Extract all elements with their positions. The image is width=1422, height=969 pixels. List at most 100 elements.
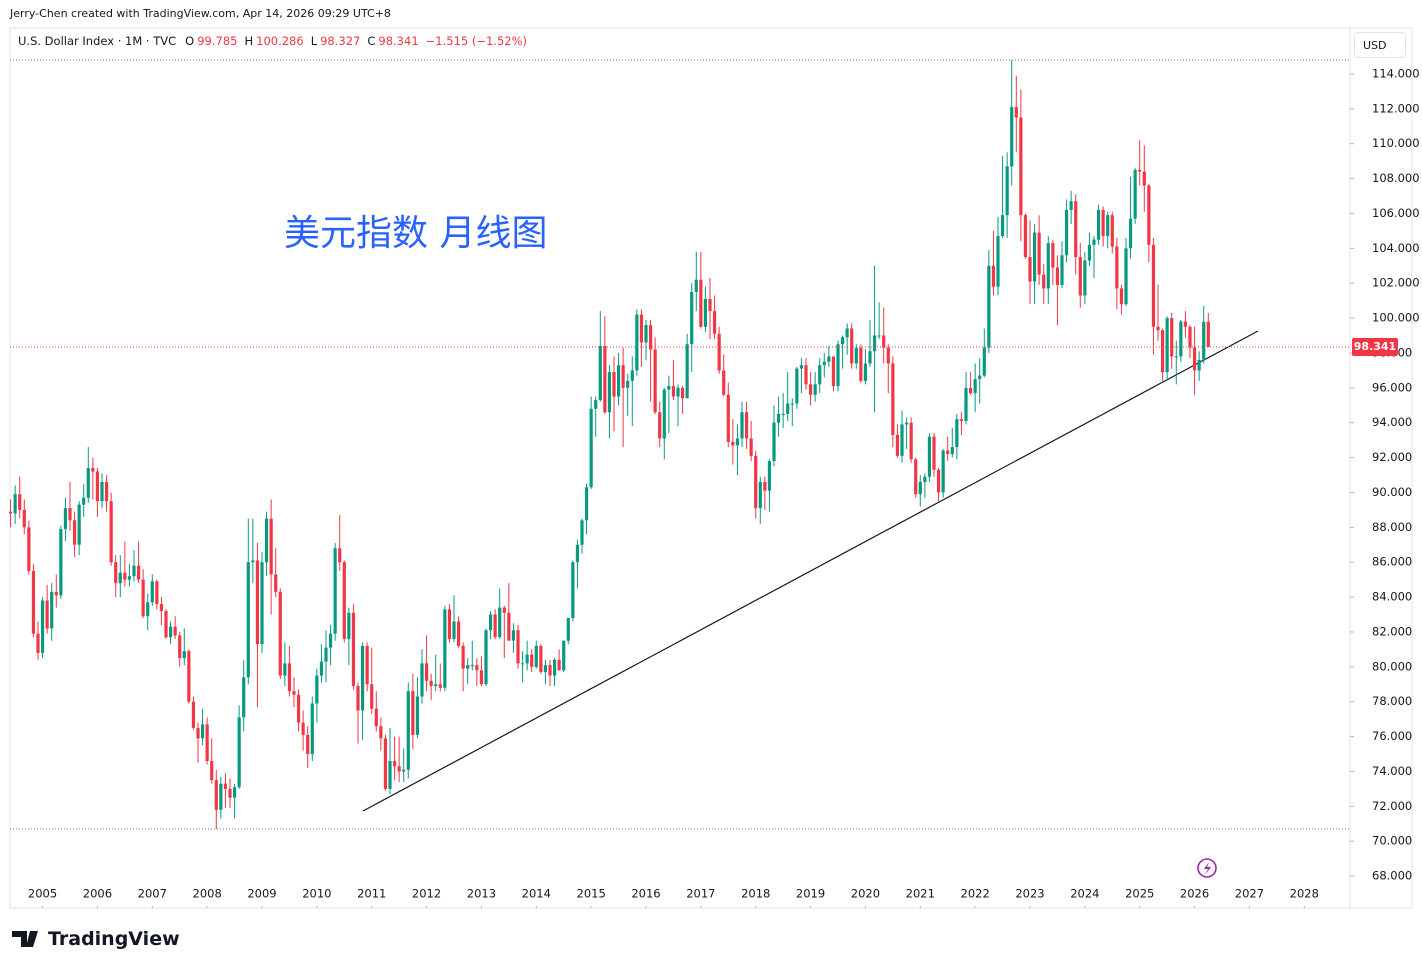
candle-body — [1206, 321, 1210, 348]
currency-button[interactable]: USD — [1354, 32, 1406, 58]
candle-body — [1083, 260, 1087, 296]
candle-body — [630, 370, 634, 381]
candle-body — [1037, 232, 1041, 275]
candle-body — [658, 412, 662, 439]
candle-body — [8, 511, 13, 514]
candle-body — [1124, 248, 1128, 305]
candle-body — [653, 349, 657, 413]
candle-body — [959, 419, 964, 421]
candle-body — [27, 527, 31, 571]
candle-body — [795, 368, 799, 404]
y-tick-label: 74.000 — [1372, 764, 1412, 778]
candle-body — [374, 708, 378, 727]
annotation: 美元指数 月线图 — [284, 213, 547, 254]
candle-body — [749, 438, 753, 456]
candle-body — [287, 663, 292, 692]
candle-body — [91, 468, 95, 472]
y-tick-label: 78.000 — [1372, 694, 1412, 708]
candle-body — [1197, 359, 1201, 371]
candle-body — [1170, 318, 1174, 357]
candle-body — [982, 347, 986, 376]
x-tick-label: 2012 — [412, 887, 441, 901]
candle-body — [923, 476, 927, 482]
candle-body — [347, 612, 351, 639]
candle-body — [104, 481, 109, 502]
candle-body — [552, 659, 557, 676]
candle-body — [127, 576, 132, 580]
candle-body — [1188, 326, 1192, 348]
candle-body — [434, 684, 438, 687]
y-tick-label: 114.000 — [1372, 66, 1420, 80]
candle-body — [1060, 255, 1064, 285]
candle-body — [319, 661, 324, 676]
candle-body — [22, 509, 26, 528]
candle-body — [1096, 209, 1101, 240]
candle-body — [525, 654, 529, 664]
candle-body — [447, 609, 452, 639]
candle-body — [388, 760, 392, 789]
candle-body — [479, 670, 484, 685]
candle-body — [342, 562, 346, 639]
candle-body — [594, 400, 598, 409]
candle-body — [836, 344, 840, 387]
candle-body — [205, 724, 209, 761]
candle-body — [223, 783, 228, 789]
x-tick-label: 2025 — [1125, 887, 1154, 901]
candle-body — [228, 788, 232, 798]
candle-body — [420, 663, 424, 697]
candle-body — [616, 365, 621, 397]
candle-body — [232, 787, 237, 798]
candle-body — [868, 351, 872, 364]
candle-body — [264, 518, 269, 563]
candle-body — [941, 450, 945, 493]
candle-body — [269, 518, 273, 575]
candle-body — [895, 434, 900, 456]
x-tick-label: 2014 — [522, 887, 551, 901]
candle-body — [831, 356, 836, 387]
candle-body — [799, 365, 804, 369]
candle-body — [575, 544, 580, 563]
candle-body — [292, 691, 296, 695]
candle-body — [900, 424, 904, 456]
candle-body — [196, 727, 200, 739]
candle-body — [840, 337, 845, 345]
candle-body — [1174, 356, 1178, 358]
candle-body — [1165, 318, 1169, 373]
candle-body — [1138, 169, 1142, 172]
candle-body — [1032, 232, 1037, 282]
y-tick-label: 108.000 — [1372, 171, 1420, 185]
x-tick-label: 2023 — [1015, 887, 1044, 901]
candle-body — [123, 572, 127, 580]
candle-body — [680, 387, 685, 399]
candle-body — [827, 356, 831, 362]
candle-body — [712, 311, 717, 334]
candle-body — [114, 562, 118, 584]
candle-body — [45, 600, 49, 629]
candle-body — [159, 604, 164, 612]
y-tick-label: 84.000 — [1372, 590, 1412, 604]
candle-body — [150, 581, 154, 603]
candle-body — [402, 769, 406, 772]
candle-body — [676, 387, 680, 397]
candle-body — [950, 447, 954, 455]
candle-body — [603, 345, 607, 413]
ohlc-value: 98.327 — [320, 34, 361, 48]
event-icon[interactable] — [1197, 858, 1217, 878]
candle-body — [452, 621, 456, 639]
candle-body — [507, 612, 511, 641]
candle-body — [872, 335, 877, 352]
candle-body — [77, 504, 81, 545]
x-tick-label: 2024 — [1070, 887, 1099, 901]
candle-body — [136, 565, 141, 580]
candle-body — [466, 665, 470, 669]
candle-body — [406, 691, 410, 770]
candle-body — [932, 436, 936, 470]
y-tick-label: 70.000 — [1372, 834, 1412, 848]
candle-body — [219, 783, 223, 810]
candle-body — [40, 600, 45, 653]
candle-body — [886, 347, 890, 364]
candle-body — [877, 335, 881, 337]
candle-body — [187, 651, 191, 702]
candle-body — [1151, 244, 1156, 327]
